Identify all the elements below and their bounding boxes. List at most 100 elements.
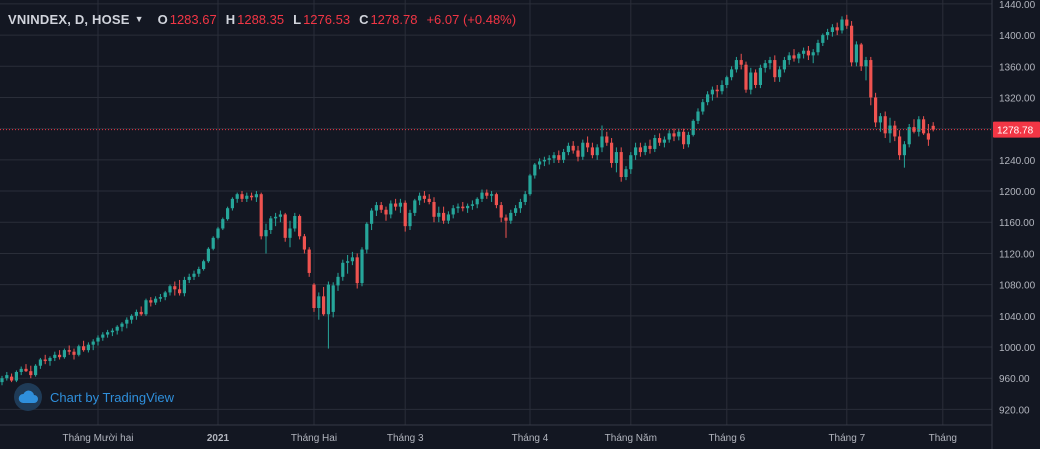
candle-body	[826, 31, 830, 36]
candle-up	[14, 370, 18, 383]
price-tick-label: 920.00	[999, 405, 1030, 416]
candle-down	[43, 354, 47, 365]
candle-down	[283, 212, 287, 242]
candle-up	[96, 335, 100, 346]
candle-up	[547, 155, 551, 165]
candle-up	[192, 270, 196, 280]
candle-body	[427, 198, 431, 202]
candle-body	[557, 155, 561, 160]
candle-up	[245, 192, 249, 202]
candle-body	[643, 145, 647, 153]
candle-body	[264, 230, 268, 237]
candle-down	[427, 194, 431, 205]
candle-up	[701, 99, 705, 115]
candle-up	[782, 56, 786, 73]
candle-up	[542, 156, 546, 167]
symbol-dropdown-icon[interactable]: ▼	[134, 14, 144, 24]
branding-text[interactable]: Chart by TradingView	[50, 389, 175, 405]
candle-body	[571, 145, 575, 151]
candle-body	[734, 60, 738, 70]
candle-up	[566, 142, 570, 156]
candle-down	[394, 198, 398, 211]
candle-body	[634, 147, 638, 156]
candle-down	[139, 306, 143, 316]
candle-up	[854, 41, 858, 67]
candle-body	[922, 119, 926, 134]
candle-body	[413, 200, 417, 213]
candle-body	[754, 72, 758, 85]
candle-down	[29, 365, 33, 379]
candle-up	[413, 198, 417, 217]
candle-up	[446, 211, 450, 224]
candle-up	[336, 272, 340, 291]
candle-up	[230, 197, 234, 211]
candle-body	[869, 60, 873, 98]
candle-body	[418, 195, 422, 201]
candle-body	[48, 357, 52, 362]
candle-body	[686, 134, 690, 145]
candle-down	[715, 85, 719, 98]
candle-body	[317, 296, 321, 309]
candle-down	[58, 350, 62, 360]
candle-down	[773, 55, 777, 82]
candle-up	[389, 200, 393, 219]
candle-body	[350, 257, 354, 262]
candle-body	[192, 273, 196, 277]
candle-up	[907, 123, 911, 148]
candle-up	[816, 39, 820, 56]
candle-down	[302, 233, 306, 254]
candle-body	[806, 50, 810, 56]
candle-body	[778, 69, 782, 78]
candle-body	[677, 131, 681, 137]
candle-body	[638, 147, 642, 153]
candle-body	[77, 346, 81, 355]
last-price-label: 1278.78	[997, 126, 1034, 137]
candle-body	[610, 142, 614, 163]
candle-up	[216, 226, 220, 240]
price-axis[interactable]: 920.00 960.00 1000.00 1040.00 1080.00 1120.00…	[991, 0, 1036, 449]
low-value: 1276.53	[303, 11, 351, 27]
candle-up	[226, 206, 230, 221]
candle-body	[931, 125, 935, 130]
candle-up	[374, 201, 378, 217]
candle-up	[466, 203, 470, 213]
candle-up	[130, 314, 134, 324]
candle-up	[154, 296, 158, 305]
candle-up	[202, 259, 206, 271]
candle-down	[850, 21, 854, 67]
candle-down	[835, 22, 839, 36]
tradingview-branding[interactable]: Chart by TradingView	[14, 383, 174, 411]
candle-down	[422, 191, 426, 203]
candle-body	[490, 194, 494, 196]
candle-up	[490, 191, 494, 202]
candle-up	[110, 328, 114, 337]
candle-body	[312, 284, 316, 309]
candle-body	[14, 371, 18, 381]
candle-body	[110, 330, 114, 333]
candle-body	[792, 55, 796, 59]
candle-body	[403, 202, 407, 227]
candle-up	[518, 198, 522, 213]
candle-body	[605, 136, 609, 143]
symbol-label[interactable]: VNINDEX, D, HOSE	[8, 11, 130, 27]
candle-body	[307, 249, 311, 273]
candle-body	[384, 209, 388, 215]
candle-up	[734, 56, 738, 73]
candle-body	[298, 216, 302, 237]
candle-body	[859, 44, 863, 67]
candle-body	[917, 119, 921, 132]
candle-body	[322, 296, 326, 315]
candle-up	[293, 212, 297, 232]
candle-down	[82, 340, 86, 352]
candle-body	[254, 194, 258, 198]
candle-body	[149, 300, 153, 303]
candle-body	[206, 248, 210, 262]
candle-up	[552, 152, 556, 163]
candle-body	[38, 359, 42, 366]
candle-down	[926, 123, 930, 146]
candle-body	[648, 145, 652, 149]
candle-body	[696, 111, 700, 121]
time-axis[interactable]: Tháng Mười hai 2021 Tháng Hai Tháng 3 Tháng …	[0, 424, 992, 444]
candle-body	[365, 223, 369, 250]
